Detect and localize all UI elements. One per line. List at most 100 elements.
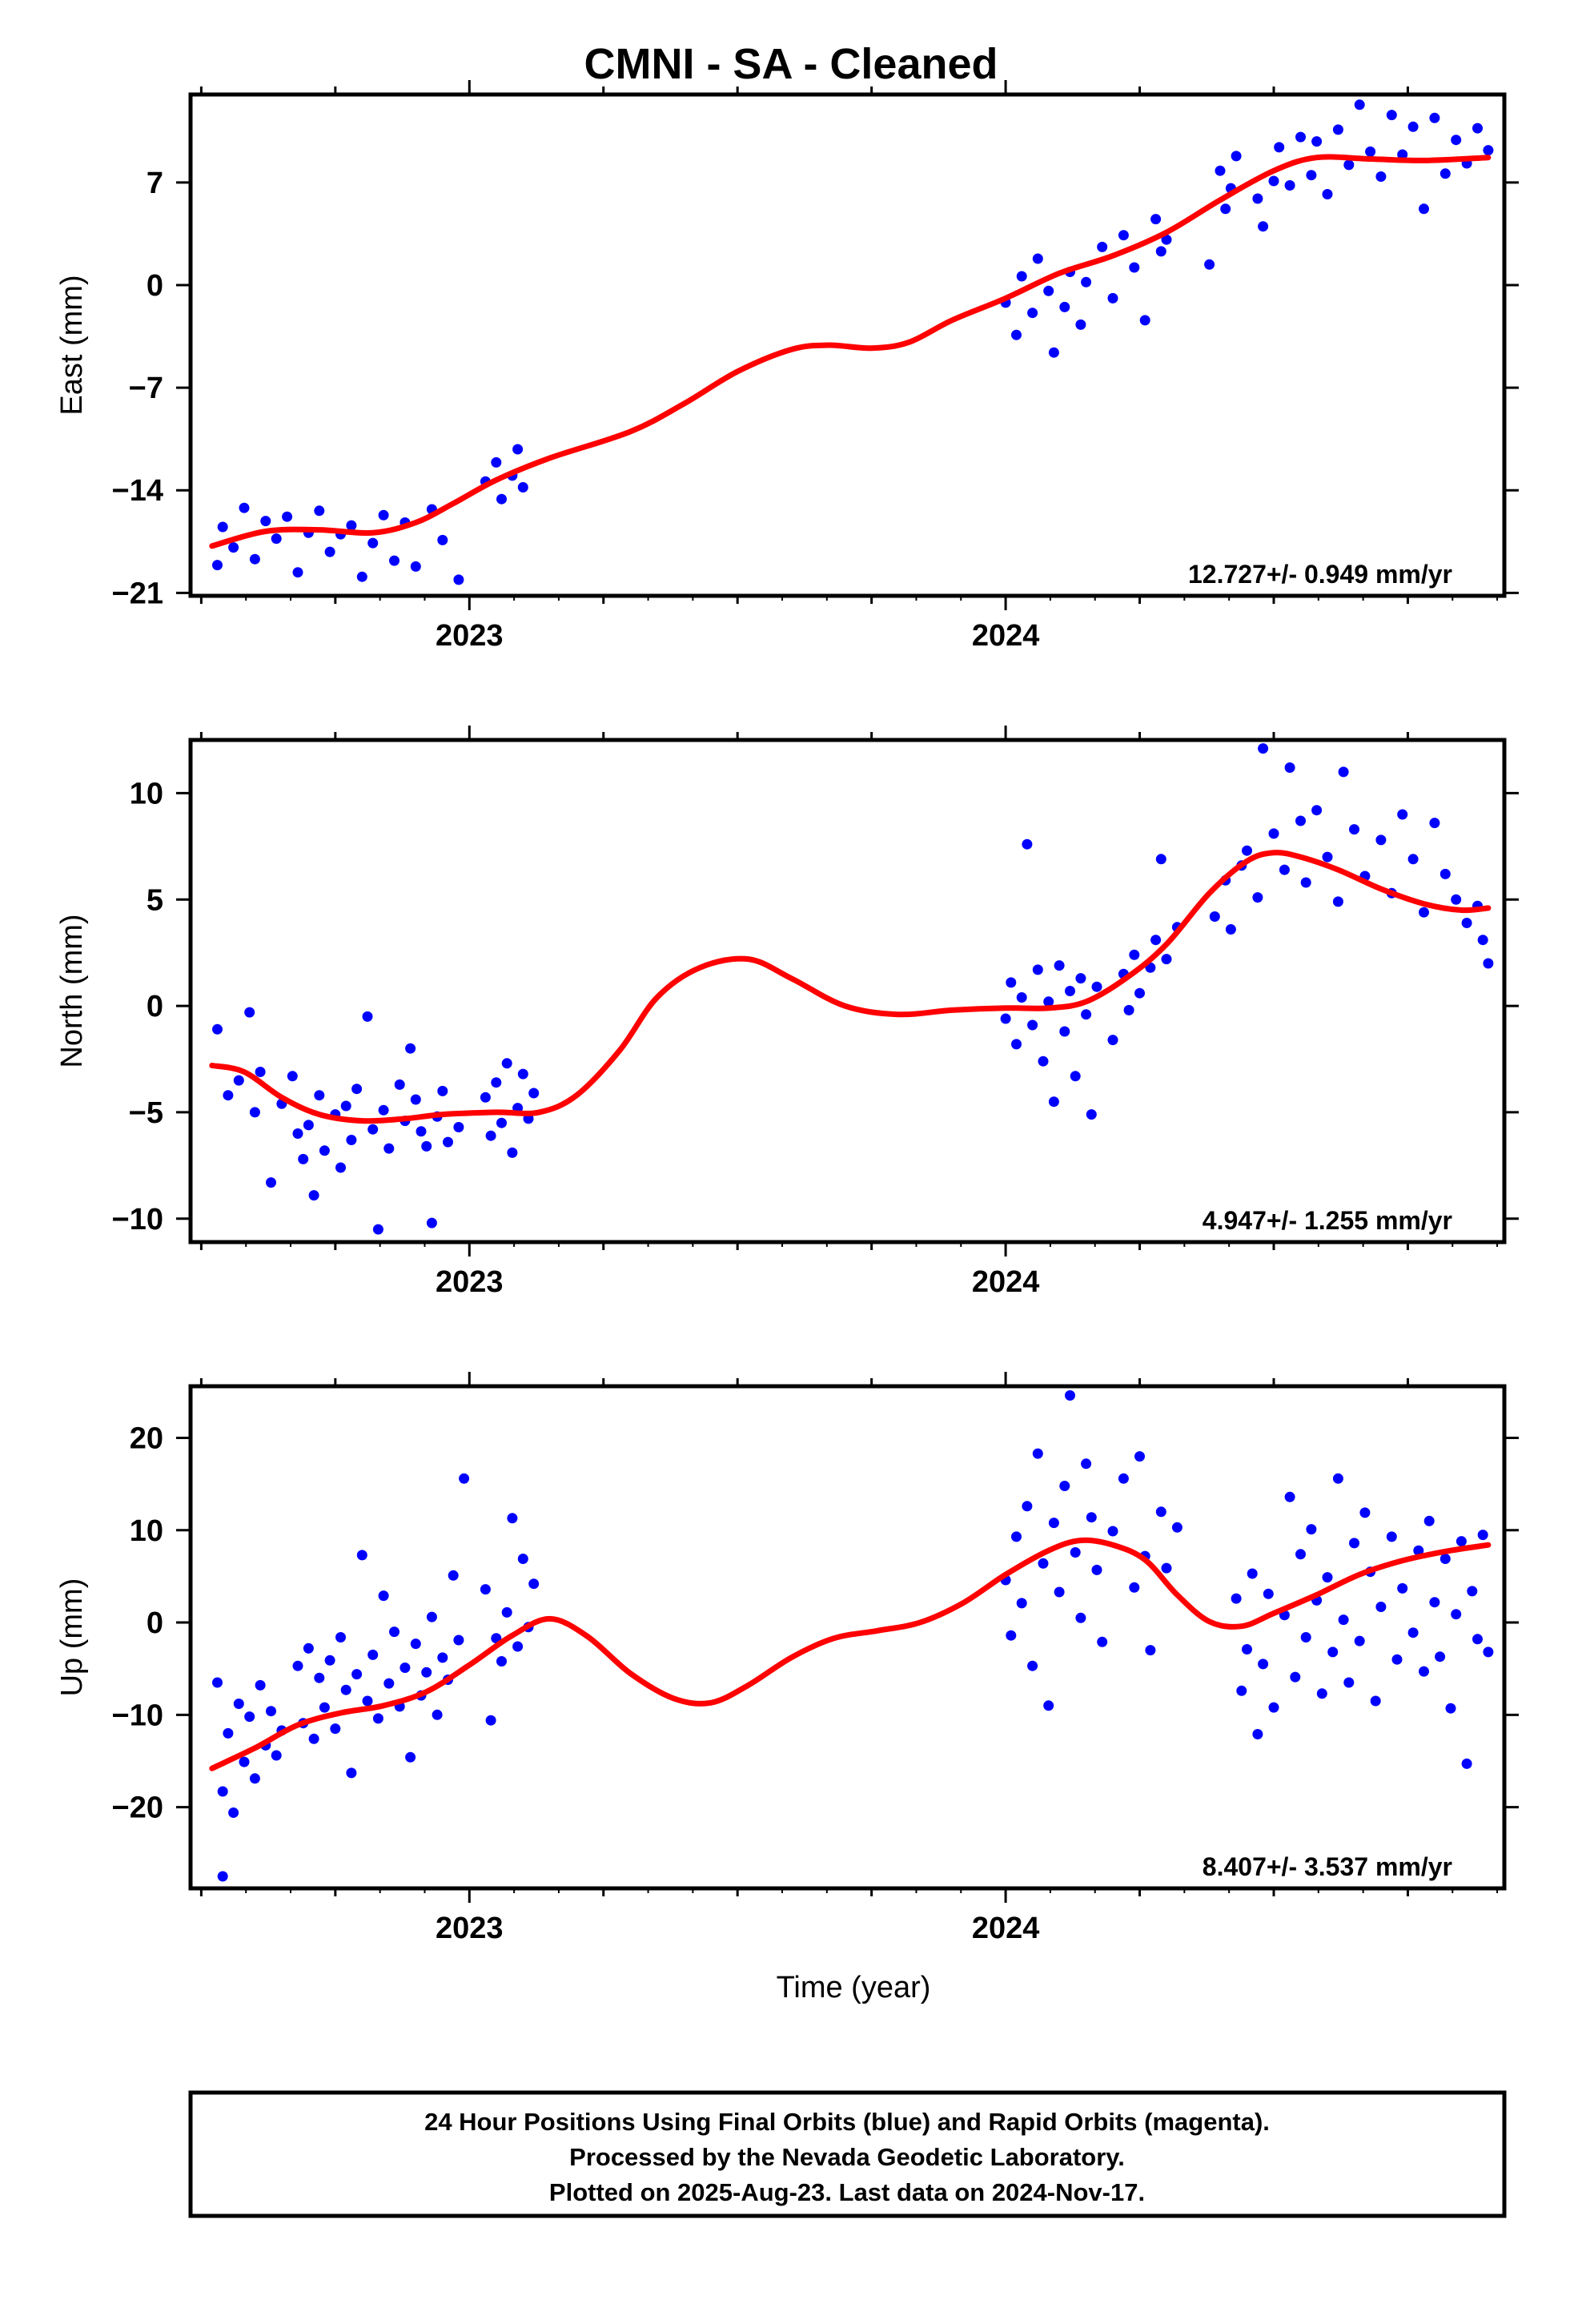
x-axis-label: Time (year)	[777, 1971, 931, 2004]
up-data-point	[1306, 1524, 1317, 1535]
up-data-point	[292, 1660, 303, 1671]
east-data-point	[453, 574, 464, 585]
up-data-point	[1027, 1660, 1038, 1671]
up-data-point	[1456, 1536, 1467, 1547]
up-data-point	[1236, 1685, 1247, 1696]
up-data-point	[496, 1656, 507, 1667]
up-data-point	[228, 1807, 239, 1818]
up-data-point	[1354, 1635, 1365, 1647]
north-data-point	[335, 1162, 346, 1173]
east-data-point	[1231, 151, 1242, 162]
east-data-point	[228, 542, 239, 553]
up-data-point	[266, 1706, 276, 1717]
up-data-point	[255, 1679, 266, 1691]
up-data-point	[1445, 1703, 1456, 1714]
east-data-point	[1343, 159, 1355, 171]
up-data-point	[1477, 1530, 1488, 1541]
east-ytick-label: −14	[112, 474, 163, 508]
up-data-point	[1322, 1572, 1333, 1583]
north-data-point	[1483, 958, 1494, 969]
up-data-point	[389, 1626, 400, 1638]
north-data-point	[1065, 986, 1075, 996]
east-data-point	[356, 571, 367, 582]
north-data-point	[1407, 854, 1419, 865]
east-data-point	[1397, 149, 1408, 160]
north-data-point	[1461, 918, 1472, 928]
up-data-point	[1247, 1568, 1258, 1579]
north-data-point	[1258, 743, 1269, 754]
east-data-point	[324, 546, 335, 557]
north-ytick-label: 10	[130, 777, 163, 810]
east-data-point	[437, 534, 448, 545]
north-data-point	[437, 1085, 448, 1096]
north-points	[212, 743, 1494, 1235]
up-data-point	[378, 1590, 389, 1602]
north-data-point	[351, 1084, 363, 1095]
east-fit-line	[209, 154, 1492, 549]
up-data-point	[233, 1699, 244, 1709]
up-data-point	[1461, 1758, 1472, 1769]
up-data-point	[426, 1611, 437, 1622]
east-data-point	[1439, 168, 1451, 179]
north-data-point	[1279, 864, 1290, 875]
north-data-point	[1268, 828, 1279, 839]
east-data-point	[239, 502, 250, 513]
up-data-point	[314, 1672, 325, 1683]
north-data-point	[1225, 924, 1236, 935]
north-fit-line	[209, 850, 1492, 1124]
up-data-point	[249, 1773, 260, 1784]
up-data-point	[1065, 1390, 1075, 1401]
north-ytick-label: −5	[129, 1096, 163, 1130]
east-data-point	[1027, 308, 1038, 319]
up-data-point	[335, 1632, 346, 1642]
north-data-point	[367, 1124, 379, 1135]
east-data-point	[1161, 234, 1172, 245]
up-data-point	[340, 1684, 351, 1695]
north-data-point	[1038, 1055, 1049, 1067]
east-data-point	[260, 516, 271, 527]
east-data-point	[1429, 112, 1440, 123]
north-data-point	[1011, 1039, 1022, 1050]
north-data-point	[266, 1177, 276, 1188]
up-data-point	[1349, 1538, 1359, 1549]
up-data-point	[1075, 1612, 1086, 1623]
up-data-point	[1171, 1522, 1182, 1533]
up-data-point	[1359, 1507, 1371, 1518]
east-data-point	[1284, 180, 1295, 191]
east-data-point	[1150, 214, 1162, 225]
north-data-point	[298, 1153, 309, 1164]
north-data-point	[485, 1130, 496, 1141]
north-velocity-label: 4.947+/- 1.255 mm/yr	[1203, 1206, 1452, 1235]
east-data-point	[367, 537, 379, 549]
east-data-point	[314, 505, 325, 517]
up-data-point	[1439, 1554, 1451, 1564]
north-panel: 2023 2024 10 5 0 −5 −10 North (mm) 4.947+/- 1.25…	[55, 726, 1519, 1299]
east-frame	[188, 92, 1507, 598]
footer-frame	[188, 2090, 1507, 2218]
up-data-point	[1258, 1659, 1269, 1670]
north-ytick-label: 0	[147, 990, 163, 1023]
up-data-point	[1263, 1588, 1274, 1599]
north-data-point	[1477, 935, 1488, 946]
up-data-point	[1070, 1547, 1081, 1558]
east-data-point	[1274, 142, 1285, 153]
up-ytick-label: 0	[147, 1606, 163, 1640]
up-data-point	[1048, 1518, 1059, 1529]
up-data-point	[362, 1695, 373, 1707]
up-data-point	[1118, 1473, 1129, 1484]
east-data-point	[1472, 123, 1483, 134]
up-data-point	[405, 1751, 416, 1763]
east-points	[212, 99, 1494, 585]
up-data-point	[1386, 1531, 1397, 1542]
east-data-point	[1215, 165, 1226, 176]
up-data-point	[1343, 1677, 1355, 1688]
north-data-point	[501, 1058, 512, 1069]
north-data-point	[1048, 1096, 1059, 1108]
east-data-point	[491, 456, 502, 468]
north-data-point	[1016, 992, 1027, 1003]
east-data-point	[1081, 276, 1092, 287]
up-data-point	[512, 1641, 524, 1652]
north-data-point	[394, 1079, 405, 1090]
north-data-point	[1439, 868, 1451, 879]
east-data-point	[249, 553, 260, 565]
